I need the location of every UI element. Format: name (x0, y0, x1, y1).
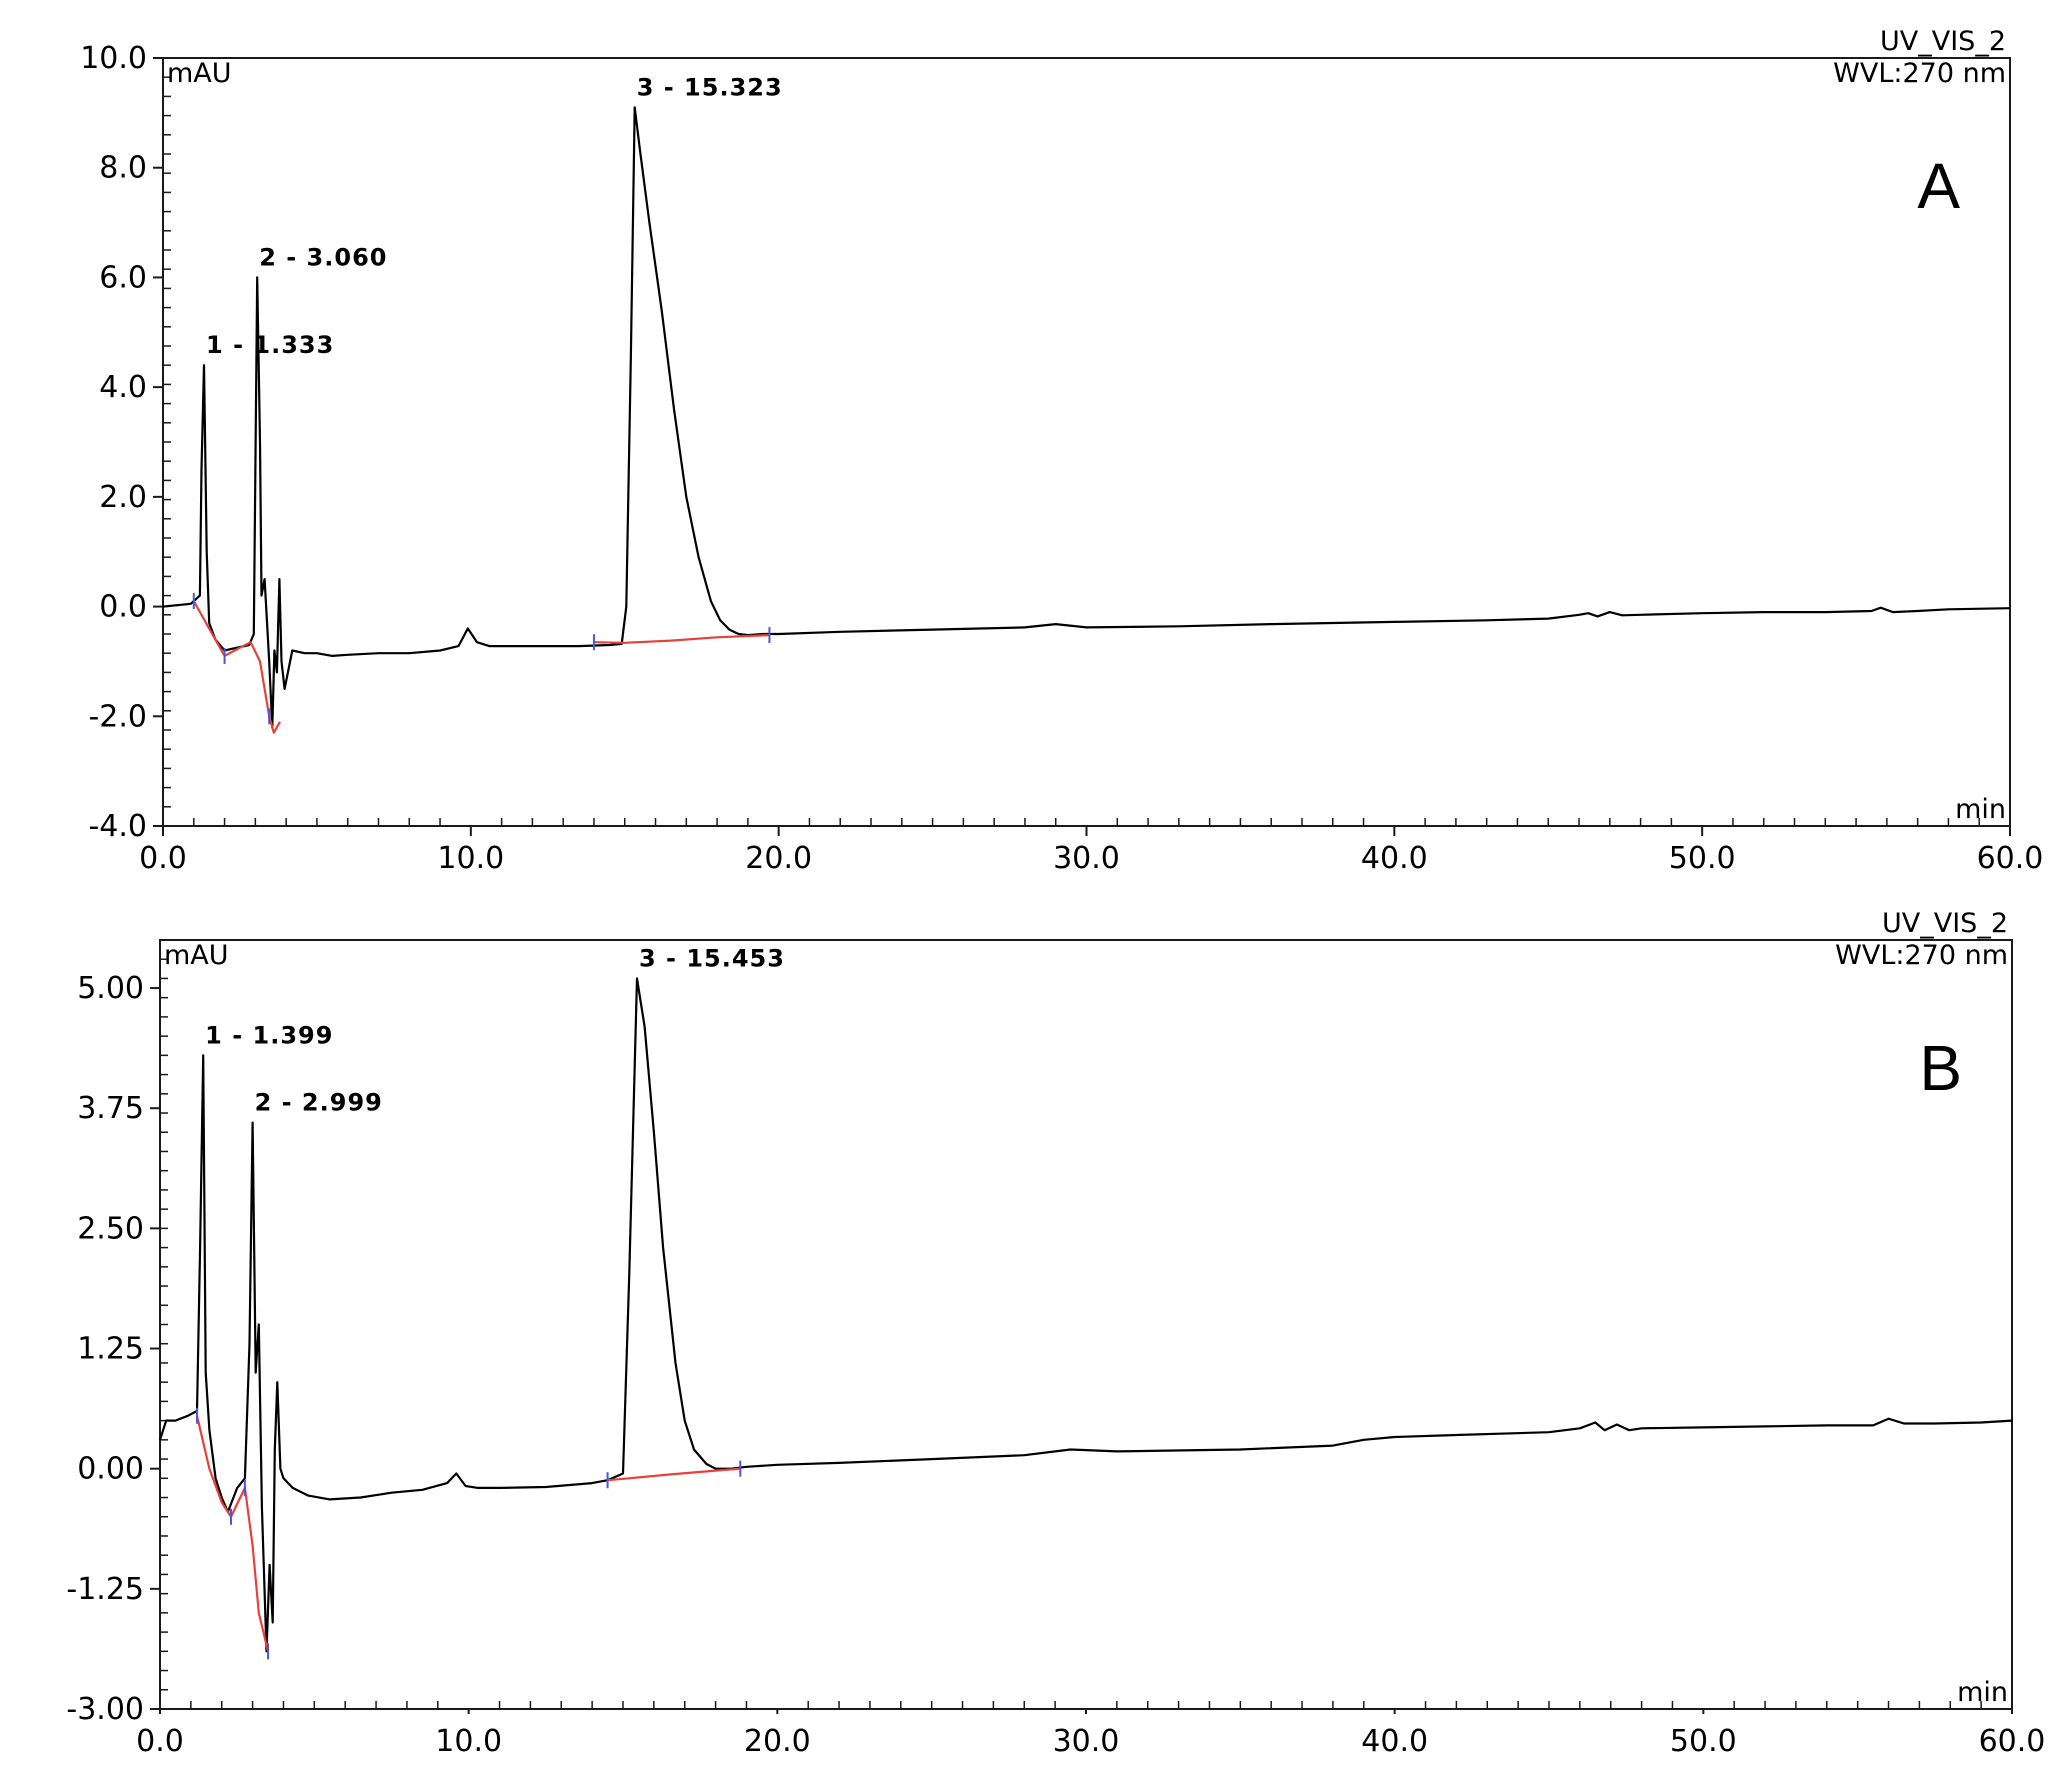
y-tick-label: -2.0 (88, 699, 147, 734)
peak-label: 1 - 1.399 (205, 1021, 333, 1049)
y-tick-label: 8.0 (99, 151, 147, 186)
wavelength-label: WVL:270 nm (1833, 58, 2006, 89)
y-tick-label: 0.0 (99, 590, 147, 625)
peak-label: 3 - 15.453 (639, 944, 785, 972)
x-tick-label: 20.0 (745, 841, 812, 876)
signal-trace (158, 977, 2013, 1653)
y-tick-label: 5.00 (77, 971, 144, 1006)
baseline-trace (192, 600, 281, 734)
y-tick-label: 6.0 (99, 260, 147, 295)
y-tick-label: 3.75 (77, 1091, 144, 1126)
x-tick-label: 40.0 (1361, 1724, 1428, 1759)
x-tick-label: 0.0 (139, 841, 187, 876)
peak-label: 3 - 15.323 (637, 73, 783, 101)
peak-label: 2 - 2.999 (255, 1089, 383, 1117)
y-tick-label: 1.25 (77, 1332, 144, 1367)
x-tick-label: 30.0 (1053, 841, 1120, 876)
y-tick-label: -3.00 (66, 1692, 144, 1727)
y-tick-label: 0.00 (77, 1452, 144, 1487)
channel-label: UV_VIS_2 (1882, 908, 2008, 939)
y-axis-unit-label: mAU (164, 940, 229, 971)
x-tick-label: 10.0 (435, 1724, 502, 1759)
x-tick-label: 30.0 (1053, 1724, 1120, 1759)
plot-frame (159, 939, 2013, 1710)
signal-trace (162, 106, 2011, 729)
chromatogram-panel-a: 0.0 10.0 20.0 30.0 40.0 50.0 60.0 -4.0 -2.0 0.0 2.… (80, 26, 2044, 876)
y-tick-label: 2.0 (99, 480, 147, 515)
x-tick-label: 50.0 (1670, 1724, 1737, 1759)
x-axis-unit-label: min (1957, 1677, 2008, 1708)
x-tick-label: 10.0 (437, 841, 504, 876)
peak-label: 2 - 3.060 (259, 243, 387, 271)
panel-letter: A (1917, 150, 1960, 222)
baseline-trace (195, 1415, 270, 1652)
x-tick-label: 20.0 (744, 1724, 811, 1759)
x-axis-unit-label: min (1955, 794, 2006, 825)
plot-frame (162, 57, 2011, 827)
x-tick-label: 50.0 (1669, 841, 1736, 876)
x-tick-label: 40.0 (1361, 841, 1428, 876)
baseline-trace (593, 634, 770, 644)
peak-label: 1 - 1.333 (206, 331, 334, 359)
x-tick-label: 60.0 (1979, 1724, 2046, 1759)
panel-letter: B (1919, 1032, 1962, 1104)
wavelength-label: WVL:270 nm (1835, 940, 2008, 971)
baseline-trace (607, 1467, 741, 1482)
y-tick-label: -4.0 (88, 809, 147, 844)
y-tick-label: 4.0 (99, 370, 147, 405)
x-tick-label: 60.0 (1977, 841, 2044, 876)
chromatogram-panel-b: 0.0 10.0 20.0 30.0 40.0 50.0 60.0 -3.00 -1.25 0.0… (66, 908, 2045, 1759)
x-tick-label: 0.0 (136, 1724, 184, 1759)
y-tick-label: 2.50 (77, 1211, 144, 1246)
y-tick-label: 10.0 (80, 41, 147, 76)
y-axis-unit-label: mAU (167, 58, 232, 89)
channel-label: UV_VIS_2 (1880, 26, 2006, 57)
y-tick-label: -1.25 (66, 1572, 144, 1607)
